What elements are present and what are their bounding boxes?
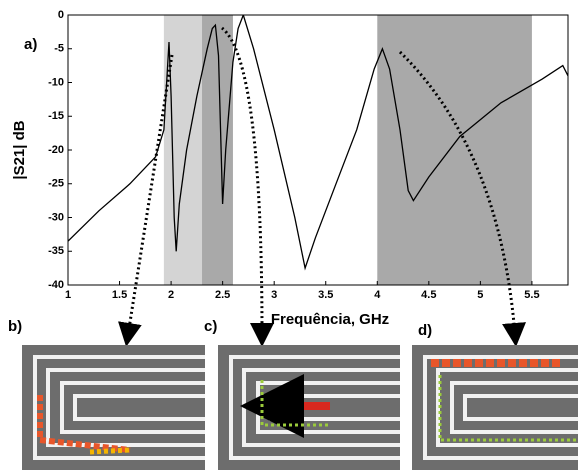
x-tick-label: 5.5 [524, 289, 539, 301]
y-tick-label: 0 [58, 9, 64, 21]
y-tick-label: -30 [48, 211, 64, 223]
resonator [218, 345, 400, 470]
x-tick-label: 3.5 [318, 289, 333, 301]
pointers [118, 26, 526, 347]
panel-label: b) [8, 318, 22, 335]
pointer [221, 26, 274, 347]
x-tick-label: 1 [65, 289, 71, 301]
y-tick-label: -35 [48, 245, 64, 257]
x-tick-label: 2 [168, 289, 174, 301]
y-tick-label: -10 [48, 76, 64, 88]
y-tick-label: -15 [48, 110, 64, 122]
resonator [22, 345, 205, 470]
panel-label: c) [204, 318, 217, 335]
panel-label: a) [24, 36, 37, 53]
y-tick-label: -5 [54, 43, 64, 55]
line [68, 15, 568, 271]
x-axis-label: Frequência, GHz [271, 311, 389, 328]
y-axis-label: |S21| dB [11, 120, 28, 179]
x-tick-label: 2.5 [215, 289, 230, 301]
plot-frame [67, 14, 569, 286]
pointer [118, 54, 174, 347]
pointer [398, 50, 526, 347]
x-tick-label: 5 [477, 289, 483, 301]
x-tick-label: 3 [271, 289, 277, 301]
resonator [412, 345, 578, 470]
plot-area: 0 -5 -10 -15 -20 -25 -30 -35 -401 1.5 2 2.5 3 3.5 4 4.5… [48, 9, 568, 301]
panel-label: d) [418, 322, 432, 339]
band [377, 15, 532, 285]
x-tick-label: 1.5 [112, 289, 127, 301]
x-tick-label: 4 [374, 289, 381, 301]
resonator-panels [22, 345, 578, 470]
y-tick-label: -20 [48, 144, 64, 156]
y-tick-label: -40 [48, 279, 64, 291]
band [202, 15, 233, 285]
y-tick-label: -25 [48, 178, 64, 190]
x-tick-label: 4.5 [421, 289, 436, 301]
